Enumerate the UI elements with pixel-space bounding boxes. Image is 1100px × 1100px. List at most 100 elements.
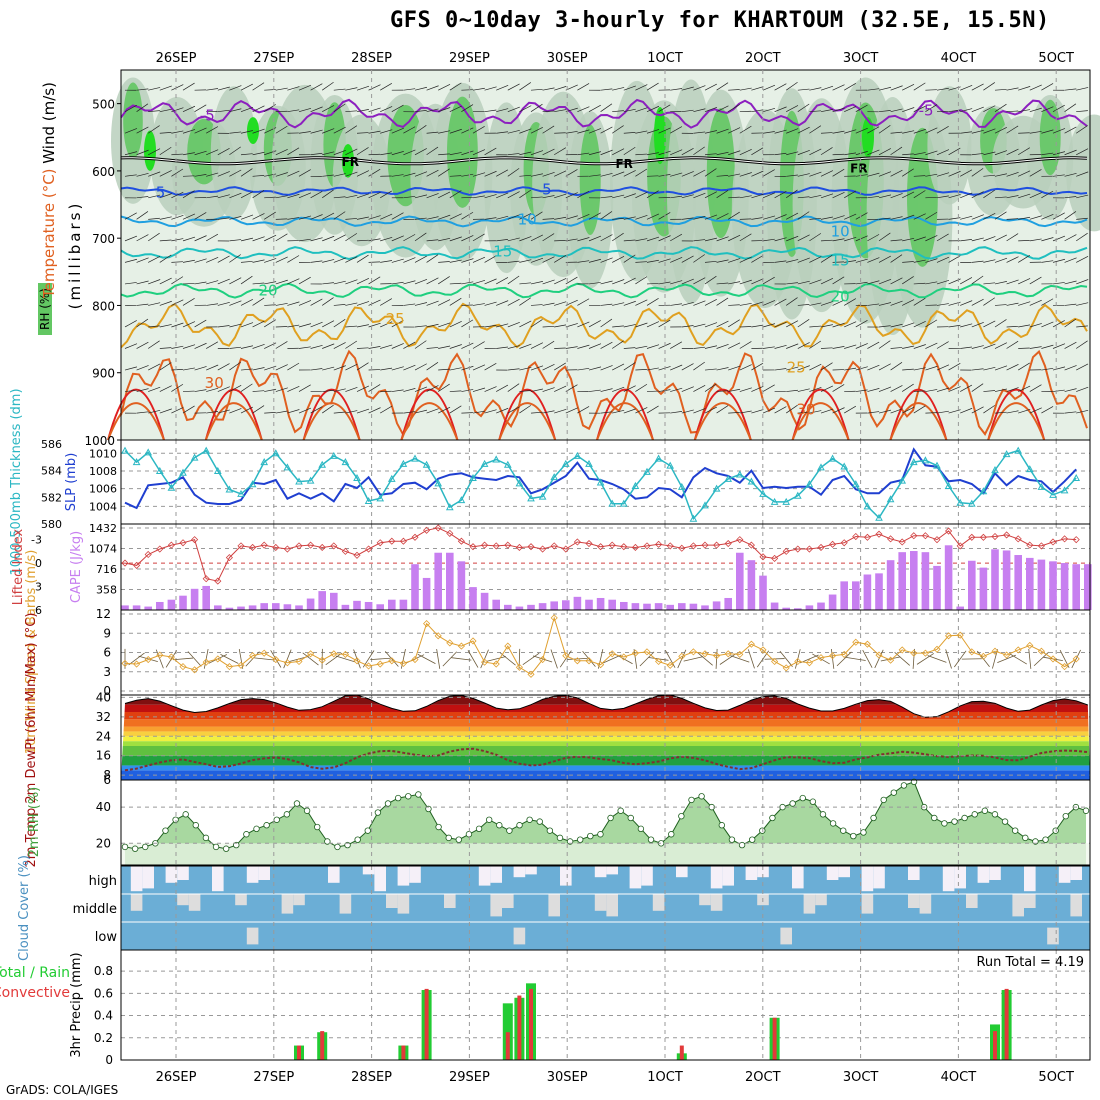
wind-barb [728, 211, 740, 220]
wind-barb [1064, 149, 1077, 156]
cloud-mid-cell [1024, 894, 1036, 908]
wind-barb [623, 254, 636, 263]
wind-barb [333, 173, 346, 177]
wind-barb [461, 365, 474, 371]
wind-barb [414, 255, 427, 263]
wind-speed-point [133, 660, 141, 668]
wind-barb [820, 132, 833, 134]
wind-barb [1029, 276, 1042, 285]
wind-barb [646, 129, 660, 134]
wind-speed-point [318, 656, 326, 664]
wind-barb [182, 405, 195, 414]
wind-barb [333, 342, 346, 349]
temp-band [121, 765, 1090, 771]
surface-wind-barb [597, 649, 604, 669]
precip-tick-label: 0.2 [94, 1031, 113, 1045]
rh-point [759, 827, 766, 834]
wind-barb [565, 407, 578, 414]
wind-barb [809, 87, 822, 91]
wind-barb [1041, 406, 1054, 414]
isotherm-label: 5 [542, 181, 552, 199]
wind-speed-point [724, 650, 732, 658]
rh-point [961, 814, 968, 822]
wind-barb [960, 192, 973, 199]
wind-speed-point [956, 631, 964, 639]
rh-point [789, 800, 796, 807]
cape-bar [1014, 555, 1022, 610]
cape-bar [620, 601, 628, 610]
wind-barb [867, 388, 880, 392]
cape-bar [724, 597, 732, 610]
cloud-mid-cell [397, 894, 410, 914]
wind-barb [287, 193, 300, 199]
wind-barb [704, 368, 717, 371]
wind-barb [124, 282, 137, 285]
wind-barb [600, 172, 613, 177]
wind-barb [298, 192, 312, 199]
cloud-high-cell [258, 866, 270, 880]
wind-barb [461, 104, 474, 113]
wind-barb [310, 237, 323, 242]
wind-speed-point [481, 658, 489, 666]
wind-barb [983, 128, 996, 134]
wind-barb [936, 410, 949, 414]
wind-barb [380, 129, 393, 134]
wind-barb [948, 386, 961, 392]
wind-barb [148, 217, 160, 220]
surface-wind-barb [238, 648, 244, 669]
wind-tick-label: 3 [103, 665, 111, 679]
wind-barb [797, 365, 810, 371]
wind-barb [902, 130, 915, 134]
wind-barb [577, 237, 590, 242]
wind-barb [762, 346, 775, 349]
wind-barb [461, 127, 474, 134]
cape-bar [446, 552, 454, 610]
wind-barb [646, 298, 659, 306]
wind-barb [809, 125, 822, 134]
wind-speed-point [121, 659, 129, 667]
wind-barb [148, 87, 161, 91]
wind-barb [368, 384, 381, 392]
wind-barb [623, 385, 636, 392]
wind-barb [646, 82, 659, 91]
wind-barb [368, 238, 381, 242]
wind-barb [925, 211, 938, 220]
lifted-index-point [515, 543, 523, 552]
wind-barb [728, 104, 740, 113]
wind-barb [229, 192, 242, 199]
wind-speed-point [272, 655, 280, 664]
wind-barb [321, 404, 334, 414]
wind-barb [878, 278, 892, 285]
wind-barb [356, 239, 369, 242]
wind-barb [1029, 323, 1042, 328]
cloud-high-cell [409, 866, 421, 883]
wind-barb [484, 409, 497, 414]
wind-barb [623, 146, 636, 156]
wind-barb [716, 390, 729, 392]
wind-barb [925, 127, 938, 134]
wind-barb [890, 362, 903, 371]
pressure-tick-label: 1000 [84, 434, 115, 448]
wind-speed-point [446, 639, 454, 647]
wind-barb [739, 172, 752, 177]
wind-barb [124, 235, 138, 242]
cloud-high-cell [908, 866, 920, 880]
wind-barb [322, 151, 335, 156]
wind-barb [507, 129, 520, 134]
wind-barb [565, 323, 578, 328]
wind-barb [356, 109, 369, 113]
wind-barb [229, 169, 242, 177]
wind-barb [554, 147, 566, 156]
wind-speed-point [875, 651, 883, 659]
wind-barb [298, 300, 312, 306]
surface-wind-barb [138, 655, 158, 663]
lifted-index-point [829, 540, 837, 548]
cape-bar [701, 605, 709, 610]
wind-barb [925, 319, 938, 328]
wind-barb [832, 407, 845, 414]
cape-bar [295, 605, 303, 610]
wind-barb [902, 214, 915, 220]
wind-barb [1064, 303, 1077, 306]
wind-barb [1052, 104, 1065, 113]
wind-barb [670, 88, 683, 91]
